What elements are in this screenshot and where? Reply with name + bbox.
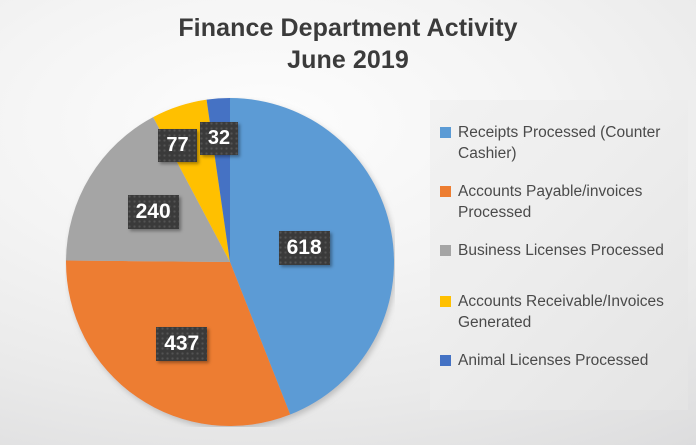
legend-label-accounts-receivable: Accounts Receivable/Invoices Generated bbox=[458, 293, 664, 331]
data-label-animal-licenses: 32 bbox=[199, 121, 239, 155]
chart-legend: Receipts Processed (Counter Cashier) Acc… bbox=[430, 100, 688, 410]
legend-swatch-icon-animal-licenses bbox=[440, 355, 451, 366]
legend-item-accounts-receivable[interactable]: Accounts Receivable/Invoices Generated bbox=[440, 291, 682, 333]
legend-item-accounts-payable[interactable]: Accounts Payable/invoices Processed bbox=[440, 181, 682, 223]
legend-label-business-licenses: Business Licenses Processed bbox=[458, 242, 664, 259]
chart-title: Finance Department Activity June 2019 bbox=[0, 12, 696, 76]
legend-label-accounts-payable: Accounts Payable/invoices Processed bbox=[458, 183, 643, 221]
data-label-accounts-payable: 437 bbox=[156, 327, 208, 362]
legend-swatch-icon-business-licenses bbox=[440, 245, 451, 256]
data-label-receipts: 618 bbox=[278, 230, 330, 265]
legend-swatch-icon-accounts-payable bbox=[440, 186, 451, 197]
data-label-accounts-receivable: 77 bbox=[158, 129, 197, 163]
chart-title-line2: June 2019 bbox=[287, 46, 409, 74]
legend-label-receipts: Receipts Processed (Counter Cashier) bbox=[458, 124, 661, 162]
pie-plot-area: 618 437 240 77 32 bbox=[65, 97, 395, 427]
legend-item-animal-licenses[interactable]: Animal Licenses Processed bbox=[440, 350, 682, 371]
legend-item-business-licenses[interactable]: Business Licenses Processed bbox=[440, 240, 682, 261]
legend-swatch-icon-receipts bbox=[440, 127, 451, 138]
pie-slice[interactable] bbox=[66, 117, 230, 262]
legend-label-animal-licenses: Animal Licenses Processed bbox=[458, 352, 649, 369]
legend-swatch-icon-accounts-receivable bbox=[440, 296, 451, 307]
legend-item-receipts-processed[interactable]: Receipts Processed (Counter Cashier) bbox=[440, 122, 682, 164]
data-label-business-licenses: 240 bbox=[127, 194, 179, 229]
chart-title-line1: Finance Department Activity bbox=[178, 14, 518, 42]
